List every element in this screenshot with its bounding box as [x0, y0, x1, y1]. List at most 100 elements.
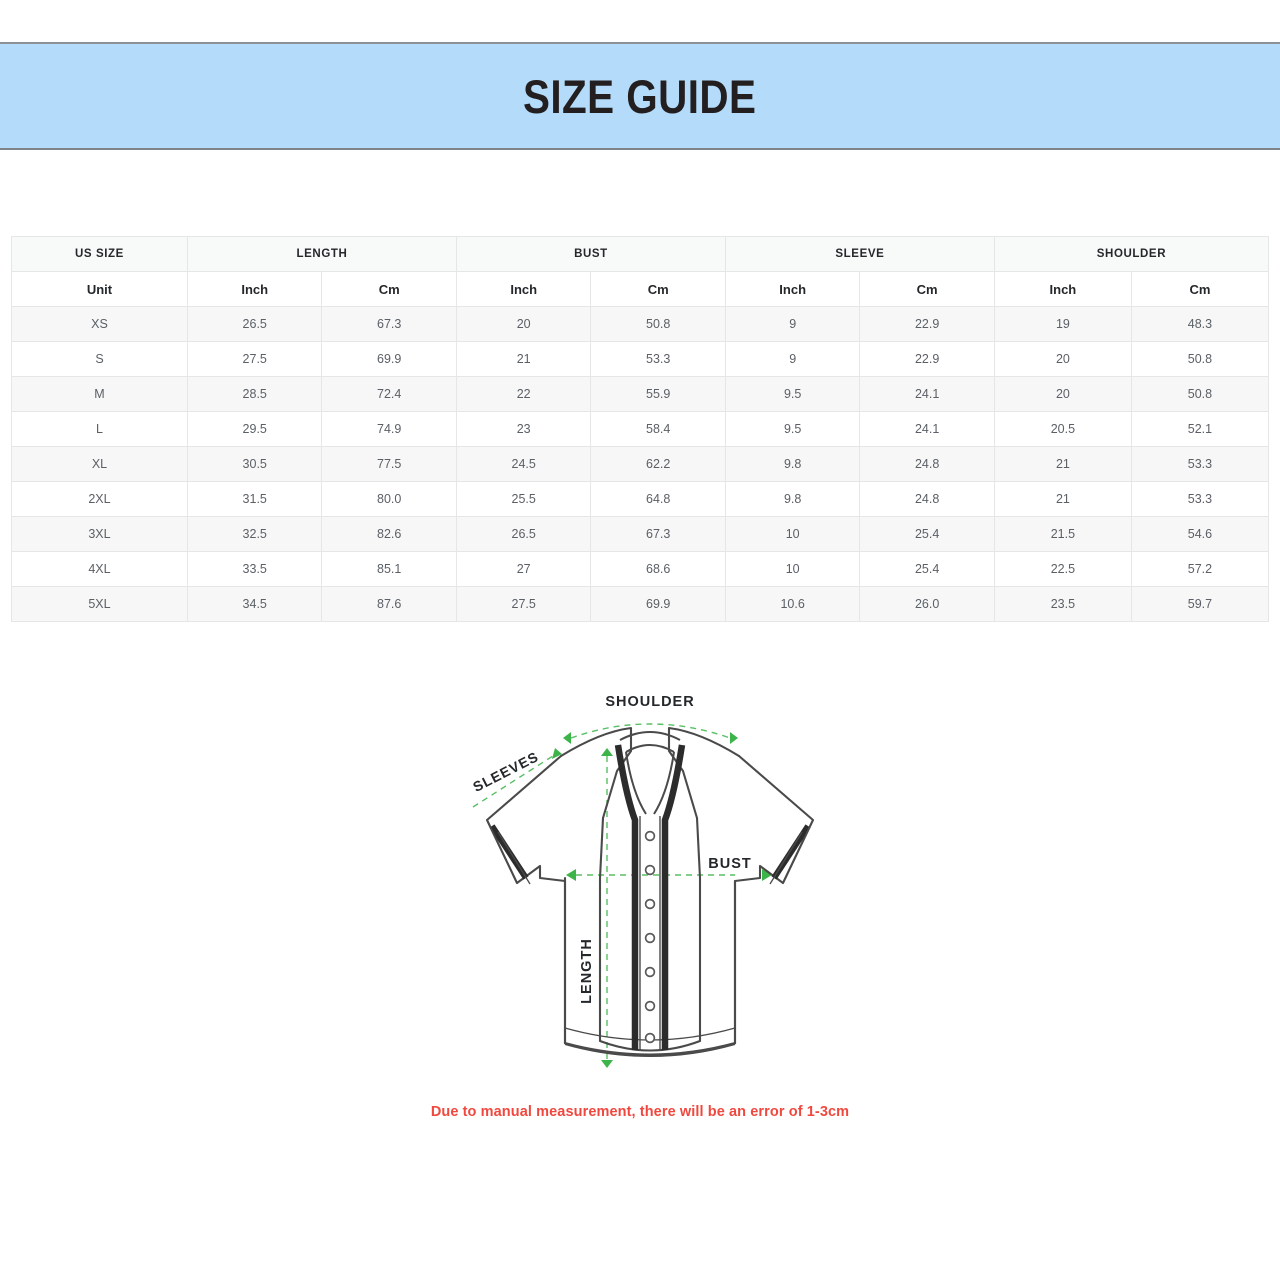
cell-size: M: [11, 376, 188, 412]
garment-measurement-diagram: SHOULDER SLEEVES BUST LENGTH: [440, 688, 860, 1118]
group-header-bust: BUST: [455, 236, 726, 272]
button-4: [644, 932, 656, 944]
cell-bust_in: 22: [455, 376, 592, 412]
cell-bust_cm: 58.4: [590, 411, 726, 447]
cell-length_in: 31.5: [186, 481, 323, 517]
placket-stripe-right: [661, 744, 686, 1050]
table-row: XS 26.5 67.3 20 50.8 9 22.9 19 48.3: [11, 306, 1270, 342]
sleeve-cuff-stripes: [486, 819, 814, 885]
group-header-sleeve: SLEEVE: [724, 236, 995, 272]
table-row: L 29.5 74.9 23 58.4 9.5 24.1 20.5 52.1: [11, 411, 1270, 447]
cell-sleeve_in: 9.8: [724, 446, 861, 482]
cell-size: 3XL: [11, 516, 188, 552]
shoulder-guide-line: [570, 723, 731, 739]
cell-shoulder_cm: 53.3: [1130, 481, 1270, 517]
cell-shoulder_cm: 54.6: [1130, 516, 1270, 552]
unit-header-length-cm: Cm: [321, 271, 457, 307]
neckline: [625, 751, 675, 815]
sleeves-guide-line: [472, 753, 557, 808]
cell-sleeve_cm: 25.4: [859, 516, 995, 552]
button-2: [644, 864, 656, 876]
cell-length_cm: 85.1: [321, 551, 457, 587]
cell-sleeve_in: 9: [724, 306, 861, 342]
cell-bust_cm: 69.9: [590, 586, 726, 622]
cell-length_in: 33.5: [186, 551, 323, 587]
cell-bust_in: 27.5: [455, 586, 592, 622]
cell-bust_in: 21: [455, 341, 592, 377]
size-chart-table: US SIZE LENGTH BUST SLEEVE SHOULDER Unit…: [11, 236, 1270, 622]
cell-length_in: 30.5: [186, 446, 323, 482]
group-header-length: LENGTH: [186, 236, 457, 272]
cell-size: 4XL: [11, 551, 188, 587]
cell-bust_cm: 68.6: [590, 551, 726, 587]
table-row: 4XL 33.5 85.1 27 68.6 10 25.4 22.5 57.2: [11, 551, 1270, 587]
cell-length_cm: 69.9: [321, 341, 457, 377]
cell-shoulder_in: 20.5: [993, 411, 1132, 447]
cell-length_in: 32.5: [186, 516, 323, 552]
cell-shoulder_cm: 50.8: [1130, 341, 1270, 377]
cell-length_in: 27.5: [186, 341, 323, 377]
table-body: XS 26.5 67.3 20 50.8 9 22.9 19 48.3 S 27.5 69.9 21 53…: [11, 306, 1270, 622]
cell-length_in: 34.5: [186, 586, 323, 622]
group-header-shoulder: SHOULDER: [993, 236, 1270, 272]
label-bust: BUST: [708, 856, 751, 872]
button-1: [644, 830, 656, 842]
cell-sleeve_in: 10: [724, 551, 861, 587]
cell-shoulder_cm: 52.1: [1130, 411, 1270, 447]
cell-bust_in: 24.5: [455, 446, 592, 482]
placket-stripes: [614, 744, 686, 1050]
unit-header-length-inch: Inch: [186, 271, 323, 307]
cell-size: 2XL: [11, 481, 188, 517]
torso-outline: [559, 726, 741, 1052]
table-group-header-row: US SIZE LENGTH BUST SLEEVE SHOULDER: [11, 236, 1270, 272]
cell-bust_in: 26.5: [455, 516, 592, 552]
cell-length_in: 26.5: [186, 306, 323, 342]
size-chart-table-wrapper: US SIZE LENGTH BUST SLEEVE SHOULDER Unit…: [11, 236, 1270, 622]
cell-bust_cm: 62.2: [590, 446, 726, 482]
cell-size: L: [11, 411, 188, 447]
cell-shoulder_cm: 59.7: [1130, 586, 1270, 622]
label-length: LENGTH: [579, 938, 595, 1004]
measurement-disclaimer: Due to manual measurement, there will be…: [430, 1104, 850, 1120]
cell-sleeve_in: 10.6: [724, 586, 861, 622]
cell-sleeve_cm: 24.8: [859, 481, 995, 517]
unit-header-shoulder-inch: Inch: [993, 271, 1132, 307]
measurement-arrowheads: [552, 732, 772, 1068]
cell-sleeve_cm: 24.8: [859, 446, 995, 482]
cell-bust_in: 25.5: [455, 481, 592, 517]
measurement-guides: [472, 723, 762, 1060]
button-5: [644, 966, 656, 978]
cell-sleeve_in: 9.5: [724, 376, 861, 412]
cell-sleeve_cm: 25.4: [859, 551, 995, 587]
cell-shoulder_in: 20: [993, 341, 1132, 377]
cell-bust_in: 23: [455, 411, 592, 447]
cell-shoulder_in: 21: [993, 481, 1132, 517]
cell-length_cm: 82.6: [321, 516, 457, 552]
cell-sleeve_cm: 26.0: [859, 586, 995, 622]
cell-shoulder_cm: 53.3: [1130, 446, 1270, 482]
cell-bust_cm: 55.9: [590, 376, 726, 412]
group-header-us-size: US SIZE: [11, 236, 188, 272]
label-shoulder: SHOULDER: [605, 694, 694, 710]
cell-shoulder_cm: 48.3: [1130, 306, 1270, 342]
collar: [619, 731, 681, 753]
table-row: 5XL 34.5 87.6 27.5 69.9 10.6 26.0 23.5 59.7: [11, 586, 1270, 622]
cell-shoulder_in: 23.5: [993, 586, 1132, 622]
table-row: S 27.5 69.9 21 53.3 9 22.9 20 50.8: [11, 341, 1270, 377]
cell-sleeve_in: 9: [724, 341, 861, 377]
hem-outer: [564, 1042, 736, 1058]
cell-size: XL: [11, 446, 188, 482]
unit-header-bust-cm: Cm: [590, 271, 726, 307]
button-6: [644, 1000, 656, 1012]
cell-shoulder_in: 19: [993, 306, 1132, 342]
unit-header-shoulder-cm: Cm: [1130, 271, 1270, 307]
placket-stripe-left: [614, 744, 639, 1050]
page-title: SIZE GUIDE: [523, 69, 757, 123]
cell-bust_cm: 50.8: [590, 306, 726, 342]
cell-length_cm: 87.6: [321, 586, 457, 622]
unit-header-sleeve-cm: Cm: [859, 271, 995, 307]
unit-header-bust-inch: Inch: [455, 271, 592, 307]
cell-sleeve_cm: 24.1: [859, 376, 995, 412]
cell-shoulder_in: 20: [993, 376, 1132, 412]
button-3: [644, 898, 656, 910]
